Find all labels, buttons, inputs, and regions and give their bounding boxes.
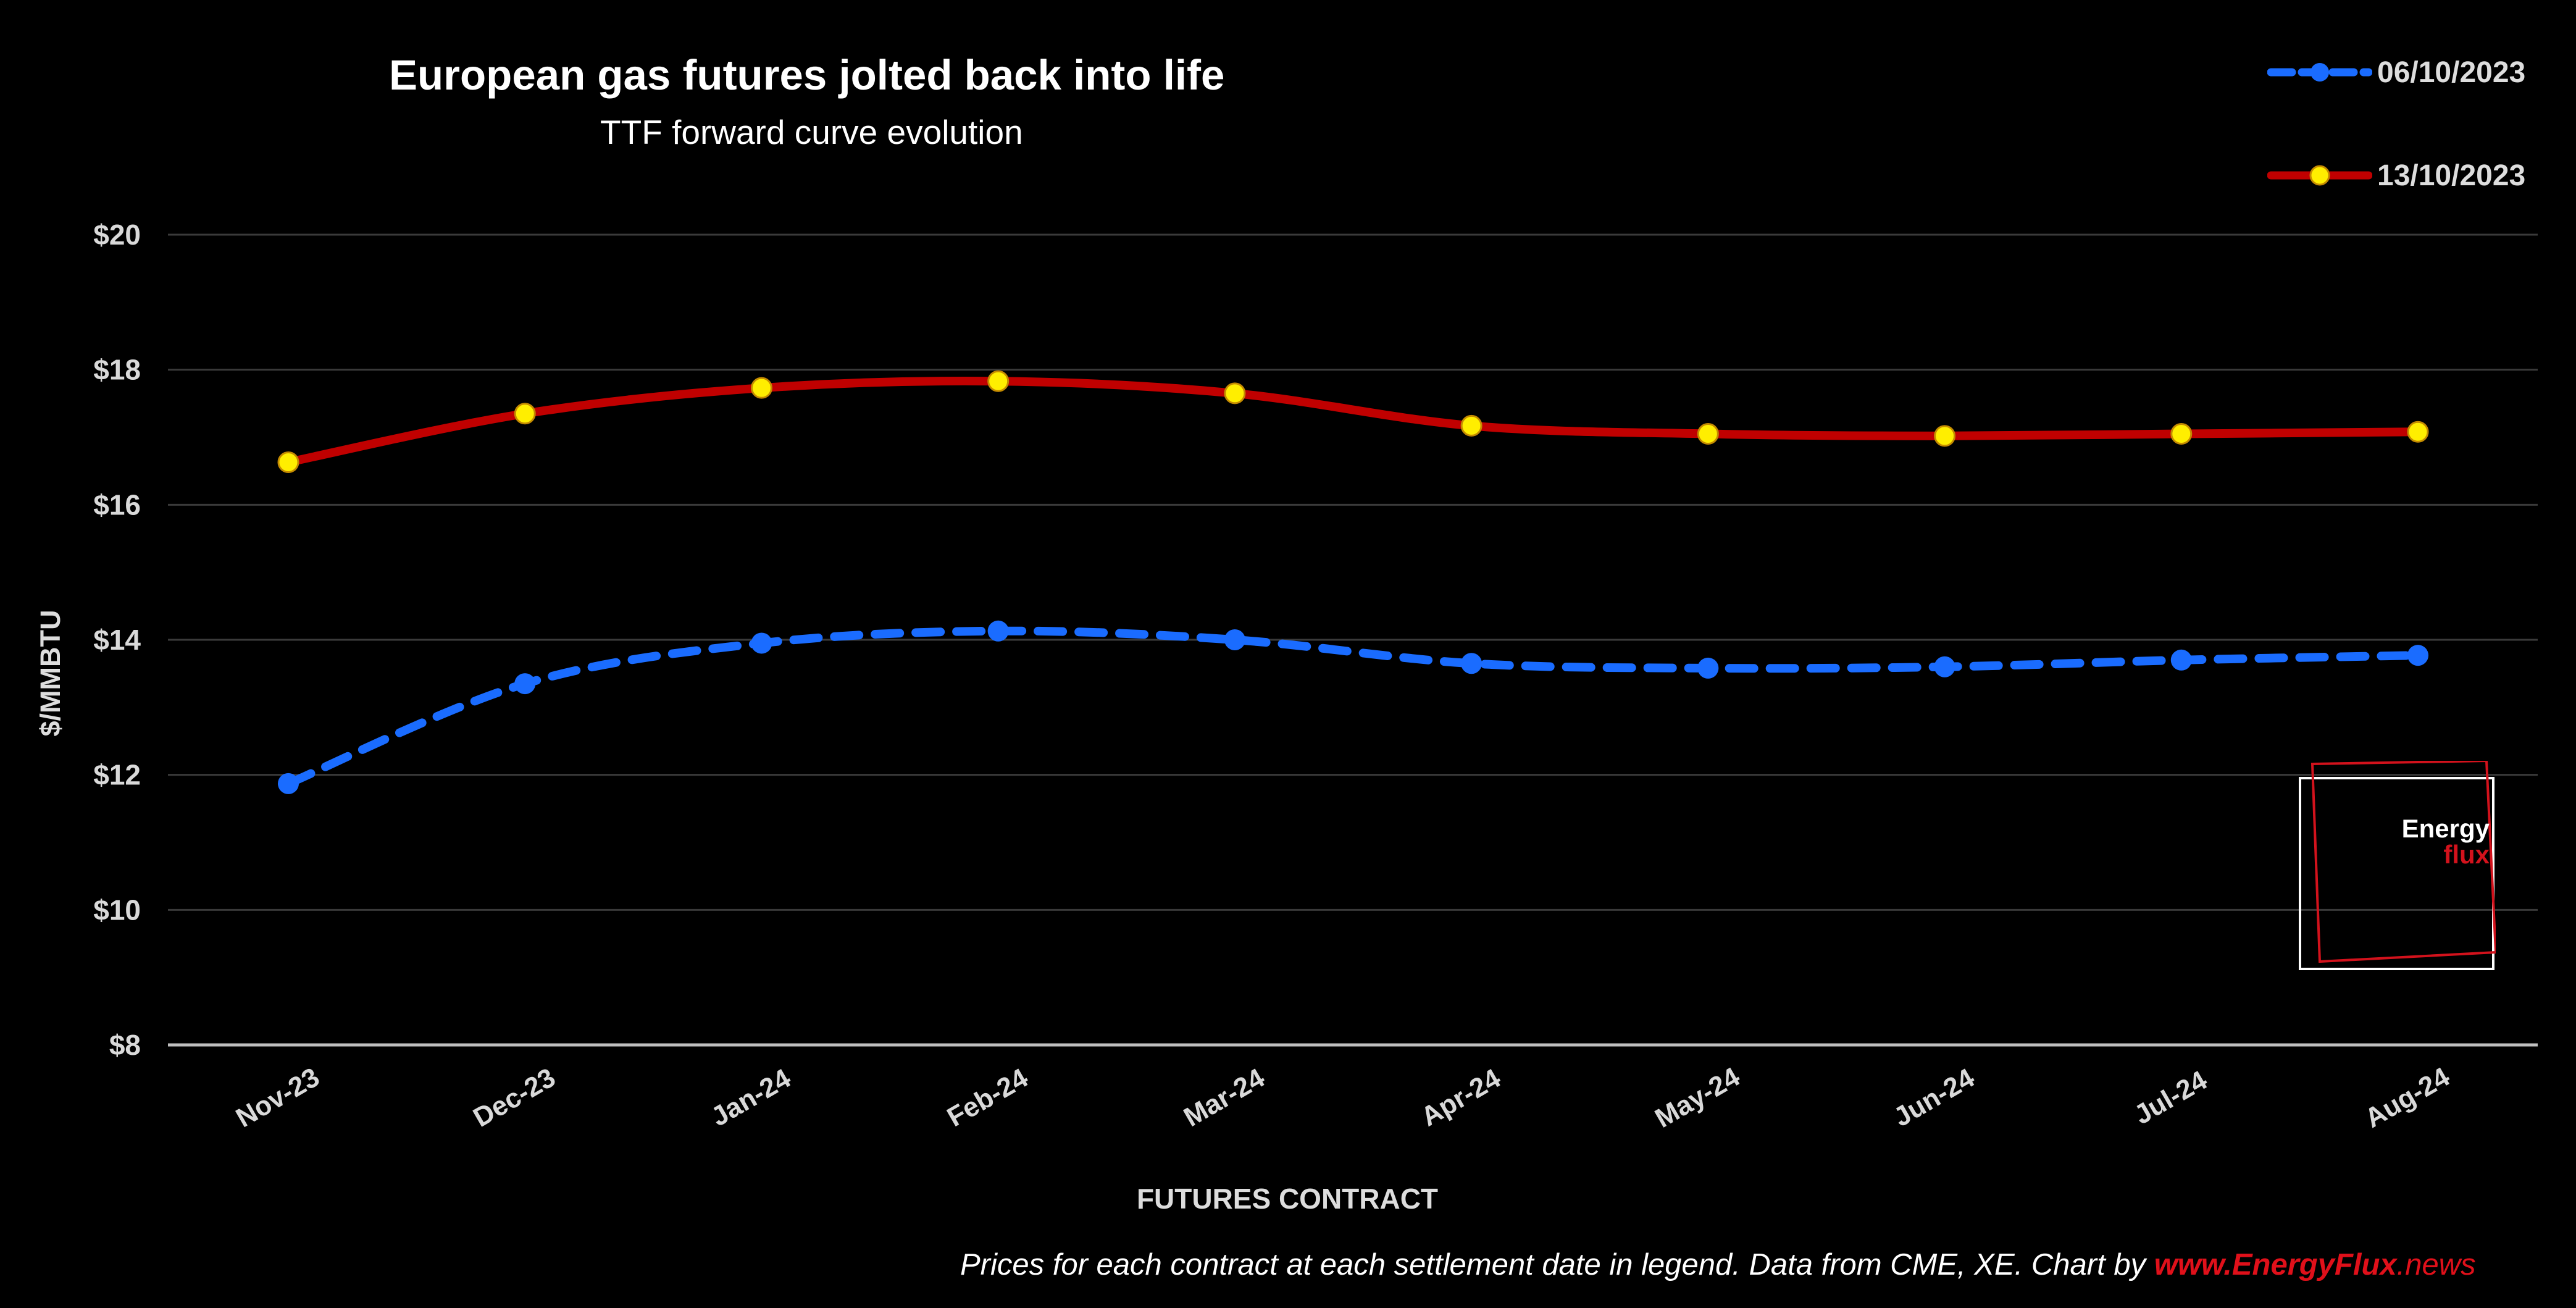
logo-text-flux: flux <box>2443 840 2490 869</box>
y-tick-label: $20 <box>93 219 141 251</box>
logo-text-energy: Energy <box>2401 814 2490 843</box>
footnote-text: Prices for each contract at each settlem… <box>960 1248 2154 1281</box>
y-tick-label: $8 <box>109 1029 141 1061</box>
data-point <box>277 451 299 473</box>
legend-swatch-dashed-blue <box>2267 63 2372 82</box>
data-point <box>2407 421 2429 443</box>
data-point <box>750 377 772 399</box>
data-point <box>1934 656 1955 677</box>
data-point <box>2170 423 2193 445</box>
chart-subtitle: TTF forward curve evolution <box>600 113 1023 151</box>
y-tick-label: $16 <box>93 488 141 521</box>
footnote-site-suffix: .news <box>2396 1248 2476 1281</box>
footnote: Prices for each contract at each settlem… <box>960 1247 2476 1282</box>
x-axis-label: FUTURES CONTRACT <box>1137 1183 1438 1215</box>
data-point <box>1697 423 1719 445</box>
legend-label-series-1: 06/10/2023 <box>2377 56 2526 89</box>
data-point <box>514 673 536 695</box>
x-tick-label: Jun-24 <box>1889 1063 1980 1133</box>
data-point <box>987 370 1010 392</box>
data-point <box>514 403 536 425</box>
y-axis-label: $/MMBTU <box>35 610 66 737</box>
x-tick-label: May-24 <box>1650 1062 1745 1134</box>
x-tick-label: Mar-24 <box>1179 1063 1270 1133</box>
x-tick-label: Jul-24 <box>2129 1065 2212 1130</box>
gridlines <box>168 233 2538 1047</box>
y-tick-label: $14 <box>93 624 141 656</box>
data-point <box>1697 657 1719 679</box>
x-tick-label: Apr-24 <box>1416 1063 1506 1132</box>
data-point <box>2170 649 2192 671</box>
series-layer <box>277 370 2429 794</box>
data-point <box>1224 629 1245 650</box>
data-point <box>751 632 772 654</box>
data-point <box>1460 414 1482 437</box>
data-point <box>1461 653 1482 674</box>
data-point <box>278 773 299 794</box>
series-line <box>284 626 2422 788</box>
x-tick-label: Dec-23 <box>468 1062 560 1133</box>
series-line <box>284 376 2422 467</box>
y-tick-label: $18 <box>93 354 141 386</box>
data-point <box>987 620 1009 642</box>
legend-item-series-1: 06/10/2023 <box>2267 51 2525 94</box>
x-tick-label: Jan-24 <box>706 1063 797 1132</box>
footnote-site-prefix: www.EnergyFlux <box>2154 1248 2397 1281</box>
series-2 <box>277 370 2429 473</box>
energyflux-logo: Energy flux <box>2298 761 2496 971</box>
legend-item-series-2: 13/10/2023 <box>2267 154 2525 197</box>
data-point <box>2407 645 2428 666</box>
footnote-site-link[interactable]: www.EnergyFlux.news <box>2154 1248 2476 1281</box>
chart-title: European gas futures jolted back into li… <box>389 51 1225 99</box>
series-1 <box>278 620 2428 794</box>
x-tick-label: Aug-24 <box>2360 1062 2455 1134</box>
data-point <box>1224 382 1246 405</box>
logo-frame <box>2299 761 2496 970</box>
y-axis-ticks: $20 $18 $16 $14 $12 $10 $8 <box>93 219 141 1061</box>
x-tick-label: Nov-23 <box>231 1062 325 1134</box>
data-point <box>1934 425 1956 447</box>
y-tick-label: $12 <box>93 759 141 791</box>
x-axis-ticks: Nov-23 Dec-23 Jan-24 Feb-24 Mar-24 Apr-24 May-… <box>231 1062 2455 1134</box>
x-tick-label: Feb-24 <box>942 1063 1034 1133</box>
legend-label-series-2: 13/10/2023 <box>2377 159 2526 192</box>
legend-swatch-solid-red <box>2267 165 2372 186</box>
y-tick-label: $10 <box>93 894 141 926</box>
